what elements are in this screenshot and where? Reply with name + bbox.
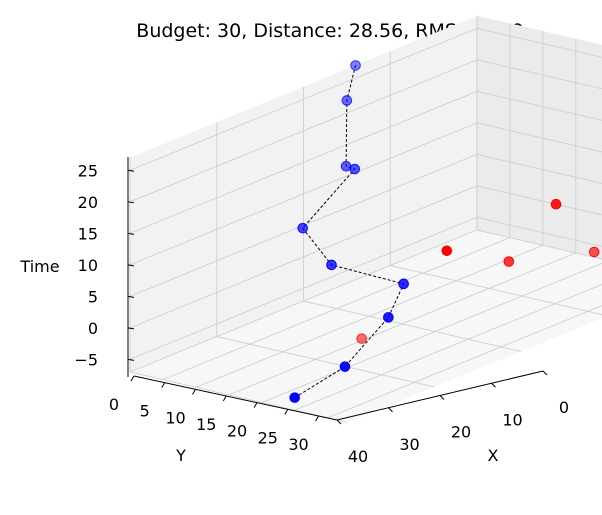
floor-pane: [130, 230, 602, 423]
series-0-path: [294, 65, 405, 399]
x-axis-label: X: [488, 446, 499, 465]
grid-line-x-floor: [476, 229, 602, 260]
x-tick-label: 30: [399, 435, 419, 454]
series-1-point: [503, 256, 515, 267]
z-tick-label: −5: [74, 350, 98, 369]
tick-labels: −5 0 5 10 15 20 25 0 5 10 15 20 25 30 0 10 20 30 40: [74, 161, 569, 466]
y-tick-label: 15: [196, 415, 216, 434]
series-0-point: [326, 259, 337, 271]
y-tick-mark: [130, 375, 135, 382]
x-tick-label: 40: [348, 447, 368, 466]
y-tick-mark: [284, 409, 289, 415]
x-tick-mark: [439, 395, 445, 400]
grid-line-time: [129, 185, 602, 329]
x-tick-mark: [336, 419, 342, 425]
grid-line-y-floor: [195, 244, 544, 388]
y-tick-label: 10: [165, 408, 185, 427]
series-0-point: [340, 161, 352, 172]
z-tick-label: 25: [78, 161, 98, 180]
grid-line-y-floor: [261, 262, 602, 403]
y-axis-line: [133, 375, 338, 421]
grid-line-time: [129, 27, 602, 171]
grid-line-x-floor: [390, 265, 602, 316]
z-axis-label: Time: [19, 257, 59, 276]
grid-line-y-floor: [162, 237, 511, 381]
z-tick-label: 10: [78, 256, 98, 275]
y-tick-label: 0: [109, 395, 119, 414]
grid-line-time: [129, 122, 602, 266]
z-tick-mark: [127, 169, 135, 172]
grid-line-y-floor: [294, 283, 602, 411]
z-tick-mark: [127, 358, 135, 361]
z-tick-mark: [127, 264, 135, 267]
grid-line-time: [129, 153, 602, 297]
series-0-point: [339, 361, 351, 372]
z-tick-mark: [127, 201, 135, 204]
grid-line-time: [129, 90, 602, 234]
z-tick-label: 15: [78, 224, 98, 243]
z-tick-mark: [127, 232, 135, 235]
x-tick-label: 0: [559, 398, 569, 417]
series-paths: [294, 65, 405, 399]
z-tick-mark: [127, 295, 135, 298]
x-tick-mark: [491, 382, 496, 388]
data-points: [289, 60, 600, 403]
grid-line-y-floor: [228, 252, 576, 396]
y-tick-label: 5: [140, 402, 150, 421]
grid-line-x-floor: [216, 336, 435, 388]
x-tick-mark: [542, 370, 548, 376]
y-tick-mark: [192, 389, 196, 395]
x-tick-label: 10: [502, 410, 522, 429]
series-0-point: [350, 60, 361, 71]
axis-panes: [130, 15, 602, 423]
grid-line-x-floor: [303, 300, 522, 352]
series-1-point: [550, 198, 562, 210]
y-tick-mark: [161, 382, 166, 388]
series-0-point: [341, 95, 353, 106]
grid-line-y-floor: [129, 229, 478, 373]
z-tick-label: 5: [88, 287, 98, 306]
y-tick-label: 25: [258, 428, 278, 447]
series-1-point: [356, 333, 367, 344]
grid-line-y-floor: [327, 305, 602, 419]
y-tick-mark: [222, 395, 227, 402]
series-0-point: [349, 163, 361, 175]
z-tick-mark: [127, 327, 135, 330]
y-tick-mark: [315, 415, 319, 422]
x-tick-label: 20: [451, 423, 471, 442]
grid-line-time: [129, 216, 602, 360]
series-0-point: [297, 222, 309, 234]
z-tick-label: 0: [88, 319, 98, 338]
y-tick-label: 30: [288, 435, 308, 454]
y-tick-mark: [253, 402, 258, 408]
series-0-point: [289, 392, 301, 403]
z-tick-label: 20: [78, 193, 98, 212]
y-tick-label: 20: [227, 422, 247, 441]
grid-line-time: [129, 59, 602, 203]
x-tick-mark: [388, 407, 393, 413]
series-1-point: [588, 246, 600, 258]
series-1-point: [441, 245, 453, 257]
y-axis-label: Y: [175, 446, 186, 465]
series-0-point: [383, 312, 394, 323]
series-0-point: [398, 278, 409, 290]
